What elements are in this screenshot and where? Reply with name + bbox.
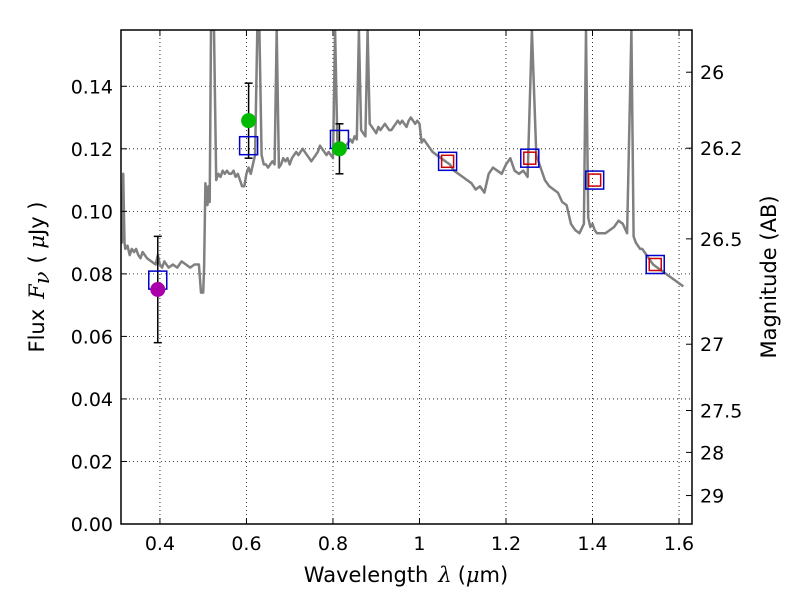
- y2-tick-label: 27: [700, 334, 724, 356]
- magenta-point: [150, 282, 166, 298]
- x-tick-label: 1.4: [577, 533, 607, 555]
- y-tick-label: 0.08: [71, 264, 113, 286]
- red-square-marker: [648, 257, 662, 272]
- spectrum-layer: [121, 30, 685, 294]
- x-tick-label: 1.2: [491, 533, 521, 555]
- red-square-marker: [587, 173, 602, 187]
- photometry-layer: [148, 82, 665, 344]
- y-tick-label: 0.06: [71, 326, 113, 348]
- green-point: [241, 113, 257, 129]
- blue-square-marker: [437, 151, 458, 172]
- x-tick-label: 0.4: [145, 533, 175, 555]
- y-tick-label: 0.10: [71, 201, 113, 223]
- y2-tick-label: 28: [700, 442, 724, 464]
- y-tick-label: 0.14: [71, 76, 113, 98]
- y2-tick-label: 26: [700, 62, 724, 84]
- y2-axis-label: Magnitude (AB): [757, 195, 781, 358]
- plot-frame: [120, 29, 693, 525]
- x-tick-label: 0.6: [231, 533, 261, 555]
- red-square-marker: [440, 154, 455, 169]
- y-tick-label: 0.00: [71, 514, 113, 536]
- blue-square-marker: [645, 254, 665, 275]
- x-tick-label: 1.6: [664, 533, 694, 555]
- y-tick-label: 0.04: [71, 389, 113, 411]
- y-tick-label: 0.02: [71, 451, 113, 473]
- y2-tick-label: 26.2: [700, 138, 742, 160]
- y2-tick-label: 27.5: [700, 401, 742, 423]
- blue-square-marker: [238, 135, 259, 156]
- x-tick-label: 1: [413, 533, 425, 555]
- spectrum-line: [121, 30, 685, 294]
- x-axis-label: Wavelength λ (μm): [304, 563, 508, 587]
- tick-layer: 0.4 0.6 0.8 1 1.2 1.4 1.6 0.00 0.02 0.04 0.06 0.08 0…: [71, 30, 742, 555]
- blue-square-marker: [520, 148, 540, 168]
- red-square-marker: [523, 151, 537, 165]
- blue-square-marker: [584, 170, 605, 190]
- y-axis-label: FluxFν( μJy ): [25, 201, 54, 352]
- y2-tick-label: 26.5: [700, 229, 742, 251]
- green-point: [331, 141, 347, 157]
- y-tick-label: 0.12: [71, 139, 113, 161]
- grid: [121, 30, 692, 524]
- y2-tick-label: 29: [700, 486, 724, 508]
- x-tick-label: 0.8: [318, 533, 348, 555]
